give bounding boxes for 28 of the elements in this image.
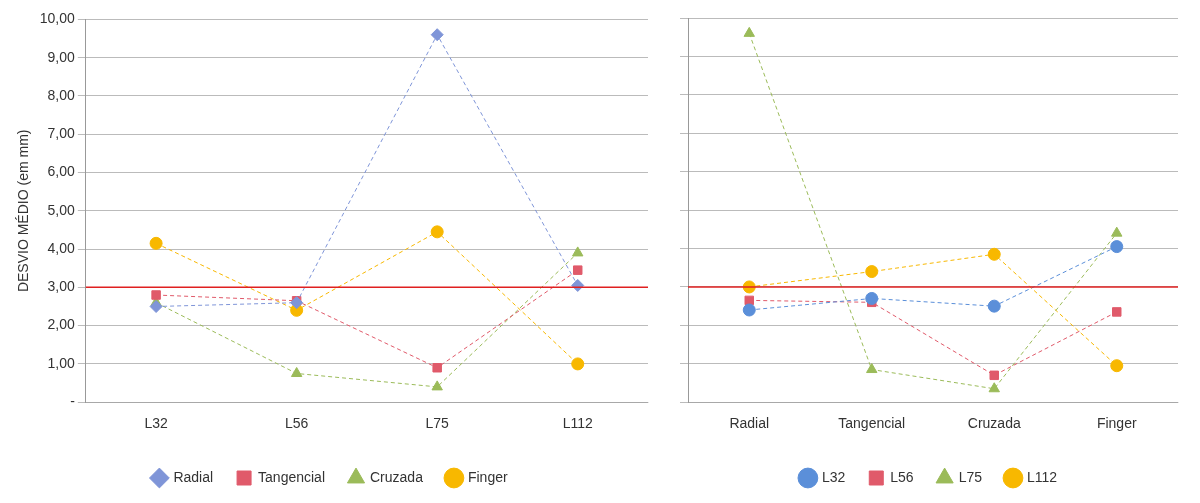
legend-label: L32 (821, 468, 846, 485)
y-tick-label: 8,00 (47, 86, 76, 103)
y-tick-label: 4,00 (47, 239, 76, 256)
x-tick-label: Cruzada (967, 415, 1021, 432)
y-tick-label: 10,00 (39, 10, 76, 27)
x-tick-label: Finger (1096, 415, 1137, 432)
x-tick-label: L75 (425, 415, 450, 432)
legend-label: Tangencial (258, 468, 326, 485)
legend-label: Radial (173, 468, 214, 485)
y-tick-label: 6,00 (47, 163, 76, 180)
x-tick-label: Tangencial (838, 415, 906, 432)
y-tick-label: - (70, 393, 76, 410)
legend-label: Cruzada (370, 468, 424, 485)
x-tick-label: L32 (144, 415, 168, 432)
legend-label: L56 (890, 468, 914, 485)
y-tick-label: 3,00 (47, 278, 76, 295)
legend-label: L75 (958, 468, 983, 485)
x-tick-label: L56 (284, 415, 309, 432)
y-tick-label: 1,00 (47, 354, 76, 371)
y-tick-label: 5,00 (47, 201, 76, 218)
x-tick-label: L112 (562, 415, 593, 432)
x-tick-label: Radial (729, 415, 770, 432)
legend-label: L112 (1026, 468, 1058, 485)
y-tick-label: 7,00 (47, 125, 76, 142)
legend-label: Finger (467, 468, 508, 485)
y-tick-label: 2,00 (47, 316, 76, 333)
y-tick-label: 9,00 (47, 48, 76, 65)
y-axis-title: DESVIO MÉDIO (em mm) (15, 129, 32, 293)
